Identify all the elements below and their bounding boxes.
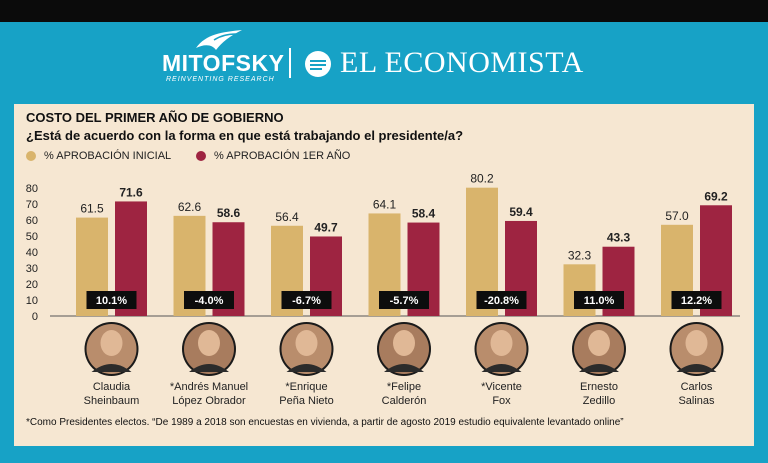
avatar-shoulders-icon bbox=[91, 364, 132, 372]
change-badge bbox=[574, 291, 624, 309]
president-name-line: Calderón bbox=[381, 395, 427, 407]
data-label-initial: 56.4 bbox=[275, 210, 299, 224]
top-bar bbox=[0, 0, 768, 22]
president-name-line: *Vicente bbox=[481, 381, 522, 393]
president-name-line: Fox bbox=[492, 395, 511, 407]
president-name-line: Ernesto bbox=[580, 381, 618, 393]
data-label-initial: 64.1 bbox=[373, 197, 397, 211]
y-tick-label: 50 bbox=[26, 231, 38, 243]
legend-label-first-year: % APROBACIÓN 1ER AÑO bbox=[214, 150, 351, 162]
mitofsky-tagline: REINVENTING RESEARCH bbox=[166, 76, 275, 83]
president-name: *Andrés Manuel López Obrador bbox=[161, 380, 257, 408]
y-tick-label: 60 bbox=[26, 215, 38, 227]
avatar-face-icon bbox=[198, 330, 220, 356]
president-name-line: Sheinbaum bbox=[83, 395, 140, 407]
president-name-line: Salinas bbox=[678, 395, 715, 407]
el-economista-logo: EL ECONOMISTA bbox=[340, 46, 584, 79]
president-name-line: López Obrador bbox=[172, 395, 246, 407]
change-badge bbox=[671, 291, 722, 309]
legend-item-first-year: % APROBACIÓN 1ER AÑO bbox=[196, 150, 350, 162]
change-badge bbox=[476, 291, 527, 309]
data-label-first-year: 58.4 bbox=[412, 207, 436, 221]
el-economista-circle-icon bbox=[305, 51, 331, 77]
president-name-line: Zedillo bbox=[582, 395, 616, 407]
data-label-first-year: 43.3 bbox=[607, 231, 631, 245]
president-name-line: *Felipe bbox=[386, 381, 422, 393]
data-label-first-year: 49.7 bbox=[314, 220, 338, 234]
avatar-face-icon bbox=[393, 330, 415, 356]
logo-separator bbox=[289, 48, 291, 78]
data-label-initial: 80.2 bbox=[470, 172, 494, 186]
avatar-face-icon bbox=[490, 330, 513, 356]
legend-item-initial: % APROBACIÓN INICIAL bbox=[26, 150, 171, 162]
president-name: Carlos Salinas bbox=[649, 380, 745, 408]
avatar-face-icon bbox=[100, 330, 123, 356]
data-label-first-year: 69.2 bbox=[704, 189, 728, 203]
change-badge-label: -4.0% bbox=[195, 295, 224, 307]
president-name-line: *Enrique bbox=[285, 381, 328, 393]
data-label-first-year: 59.4 bbox=[509, 205, 533, 219]
president-name-line: Peña Nieto bbox=[279, 395, 334, 407]
change-badge-label: -20.8% bbox=[484, 295, 519, 307]
data-label-initial: 61.5 bbox=[80, 202, 104, 216]
avatar-shoulders-icon bbox=[676, 364, 717, 372]
change-badge-label: -5.7% bbox=[390, 295, 419, 307]
change-badge-label: 11.0% bbox=[584, 295, 615, 307]
data-label-initial: 32.3 bbox=[568, 248, 592, 262]
legend-label-initial: % APROBACIÓN INICIAL bbox=[44, 150, 172, 162]
president-name-line: Claudia bbox=[92, 381, 131, 393]
y-tick-label: 20 bbox=[26, 279, 38, 291]
avatar-face-icon bbox=[295, 330, 318, 356]
avatar-shoulders-icon bbox=[384, 364, 424, 372]
data-label-initial: 62.6 bbox=[178, 200, 202, 214]
y-tick-label: 80 bbox=[26, 183, 38, 195]
change-badge-label: 10.1% bbox=[96, 295, 127, 307]
legend-swatch-initial bbox=[26, 151, 36, 161]
mitofsky-logo: MITOFSKY bbox=[162, 50, 285, 76]
change-badge bbox=[281, 291, 332, 309]
president-name: *Enrique Peña Nieto bbox=[259, 380, 355, 408]
y-tick-label: 0 bbox=[32, 311, 38, 323]
footnote: *Como Presidentes electos. “De 1989 a 20… bbox=[26, 417, 624, 428]
change-badge-label: 12.2% bbox=[681, 295, 712, 307]
president-name: Claudia Sheinbaum bbox=[64, 380, 160, 408]
change-badge bbox=[86, 291, 137, 309]
president-name: *Felipe Calderón bbox=[356, 380, 452, 408]
y-tick-label: 70 bbox=[26, 199, 38, 211]
data-label-initial: 57.0 bbox=[665, 209, 689, 223]
chart-subtitle: ¿Está de acuerdo con la forma en que est… bbox=[26, 128, 464, 143]
y-tick-label: 40 bbox=[26, 247, 38, 259]
avatar-face-icon bbox=[588, 330, 610, 356]
data-label-first-year: 71.6 bbox=[119, 185, 143, 199]
avatar-face-icon bbox=[685, 330, 708, 356]
change-badge-label: -6.7% bbox=[292, 295, 321, 307]
president-name-line: Carlos bbox=[680, 381, 713, 393]
avatar-shoulders-icon bbox=[286, 364, 327, 372]
chart-title: COSTO DEL PRIMER AÑO DE GOBIERNO bbox=[26, 110, 284, 125]
president-name-line: *Andrés Manuel bbox=[169, 381, 249, 393]
president-name: *Vicente Fox bbox=[454, 380, 550, 408]
president-name: Ernesto Zedillo bbox=[551, 380, 647, 408]
avatar-shoulders-icon bbox=[579, 364, 619, 372]
legend-swatch-first-year bbox=[196, 151, 206, 161]
avatar-shoulders-icon bbox=[189, 364, 229, 372]
change-badge bbox=[184, 291, 234, 309]
y-tick-label: 30 bbox=[26, 263, 38, 275]
data-label-first-year: 58.6 bbox=[217, 206, 241, 220]
y-tick-label: 10 bbox=[26, 295, 38, 307]
mitofsky-bird-icon bbox=[196, 30, 242, 50]
avatar-shoulders-icon bbox=[481, 364, 522, 372]
change-badge bbox=[379, 291, 429, 309]
